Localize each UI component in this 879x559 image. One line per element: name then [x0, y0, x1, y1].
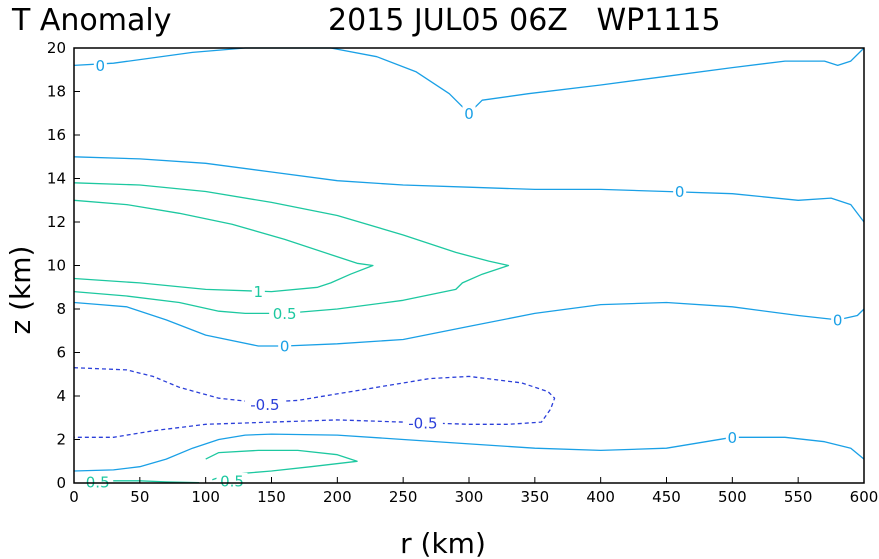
x-tick-label: 500 — [718, 488, 747, 506]
y-tick-label: 4 — [56, 387, 66, 405]
contour-label-bg — [462, 105, 476, 122]
x-tick-label: 350 — [521, 488, 550, 506]
x-tick-label: 150 — [257, 488, 286, 506]
y-axis-title: z (km) — [4, 246, 37, 335]
x-tick-label: 300 — [455, 488, 484, 506]
y-tick-label: 12 — [47, 213, 66, 231]
contour-label: 0 — [280, 337, 290, 355]
y-axis: 0 2 4 6 8 10 12 14 16 18 20 — [47, 39, 80, 492]
contour-label-bg — [93, 57, 107, 74]
contour-label-bg — [673, 183, 687, 200]
x-axis-title: r (km) — [400, 527, 486, 559]
contour-label-bg — [244, 396, 285, 413]
contour-label: 0 — [675, 183, 685, 201]
y-tick-label: 2 — [56, 431, 66, 449]
contour-label: 0 — [833, 311, 843, 329]
chart-title-left: T Anomaly — [11, 3, 171, 38]
contour-label: 0 — [96, 57, 106, 75]
contour-label-bg — [402, 415, 443, 432]
contour-line-zero — [73, 47, 865, 114]
contour-label-bg — [251, 283, 265, 300]
contour-label-bg — [831, 311, 845, 328]
x-tick-label: 600 — [850, 488, 879, 506]
contour-label: 0 — [728, 429, 738, 447]
contour-label: 0 — [464, 105, 474, 123]
contour-line-zero — [73, 156, 865, 223]
contour-label: 1 — [254, 283, 264, 301]
chart-title-right: 2015 JUL05 06Z WP1115 — [328, 3, 721, 38]
x-tick-label: 550 — [784, 488, 813, 506]
contour-label-bg — [216, 472, 248, 489]
contour-lines — [73, 47, 865, 484]
y-tick-label: 14 — [47, 170, 66, 188]
contour-line-zero — [73, 433, 865, 472]
x-tick-label: 50 — [130, 488, 149, 506]
x-tick-label: 400 — [586, 488, 615, 506]
y-tick-label: 10 — [47, 257, 66, 275]
contour-line-positive — [73, 199, 374, 293]
x-tick-label: 250 — [389, 488, 418, 506]
x-tick-label: 100 — [191, 488, 220, 506]
x-tick-label: 450 — [652, 488, 681, 506]
contour-label: 0.5 — [220, 472, 244, 490]
contour-label-bg — [82, 473, 114, 490]
y-tick-label: 16 — [47, 126, 66, 144]
x-tick-label: 0 — [69, 488, 79, 506]
y-tick-label: 8 — [56, 300, 66, 318]
contour-label: -0.5 — [250, 396, 279, 414]
contour-line-negative — [73, 367, 556, 438]
y-tick-label: 20 — [47, 39, 66, 57]
contour-line-positive — [73, 182, 510, 315]
contour-label-bg — [269, 305, 301, 322]
y-tick-label: 18 — [47, 83, 66, 101]
x-axis: 0 50 100 150 200 250 300 350 400 450 500 550 600 — [69, 477, 878, 506]
contour-label: -0.5 — [408, 415, 437, 433]
contour-line-zero — [73, 301, 865, 347]
x-tick-label: 200 — [323, 488, 352, 506]
y-tick-label: 6 — [56, 344, 66, 362]
contour-label-bg — [725, 429, 739, 446]
contour-label: 0.5 — [273, 305, 297, 323]
contour-label-bg — [278, 337, 292, 354]
y-tick-label: 0 — [56, 474, 66, 492]
